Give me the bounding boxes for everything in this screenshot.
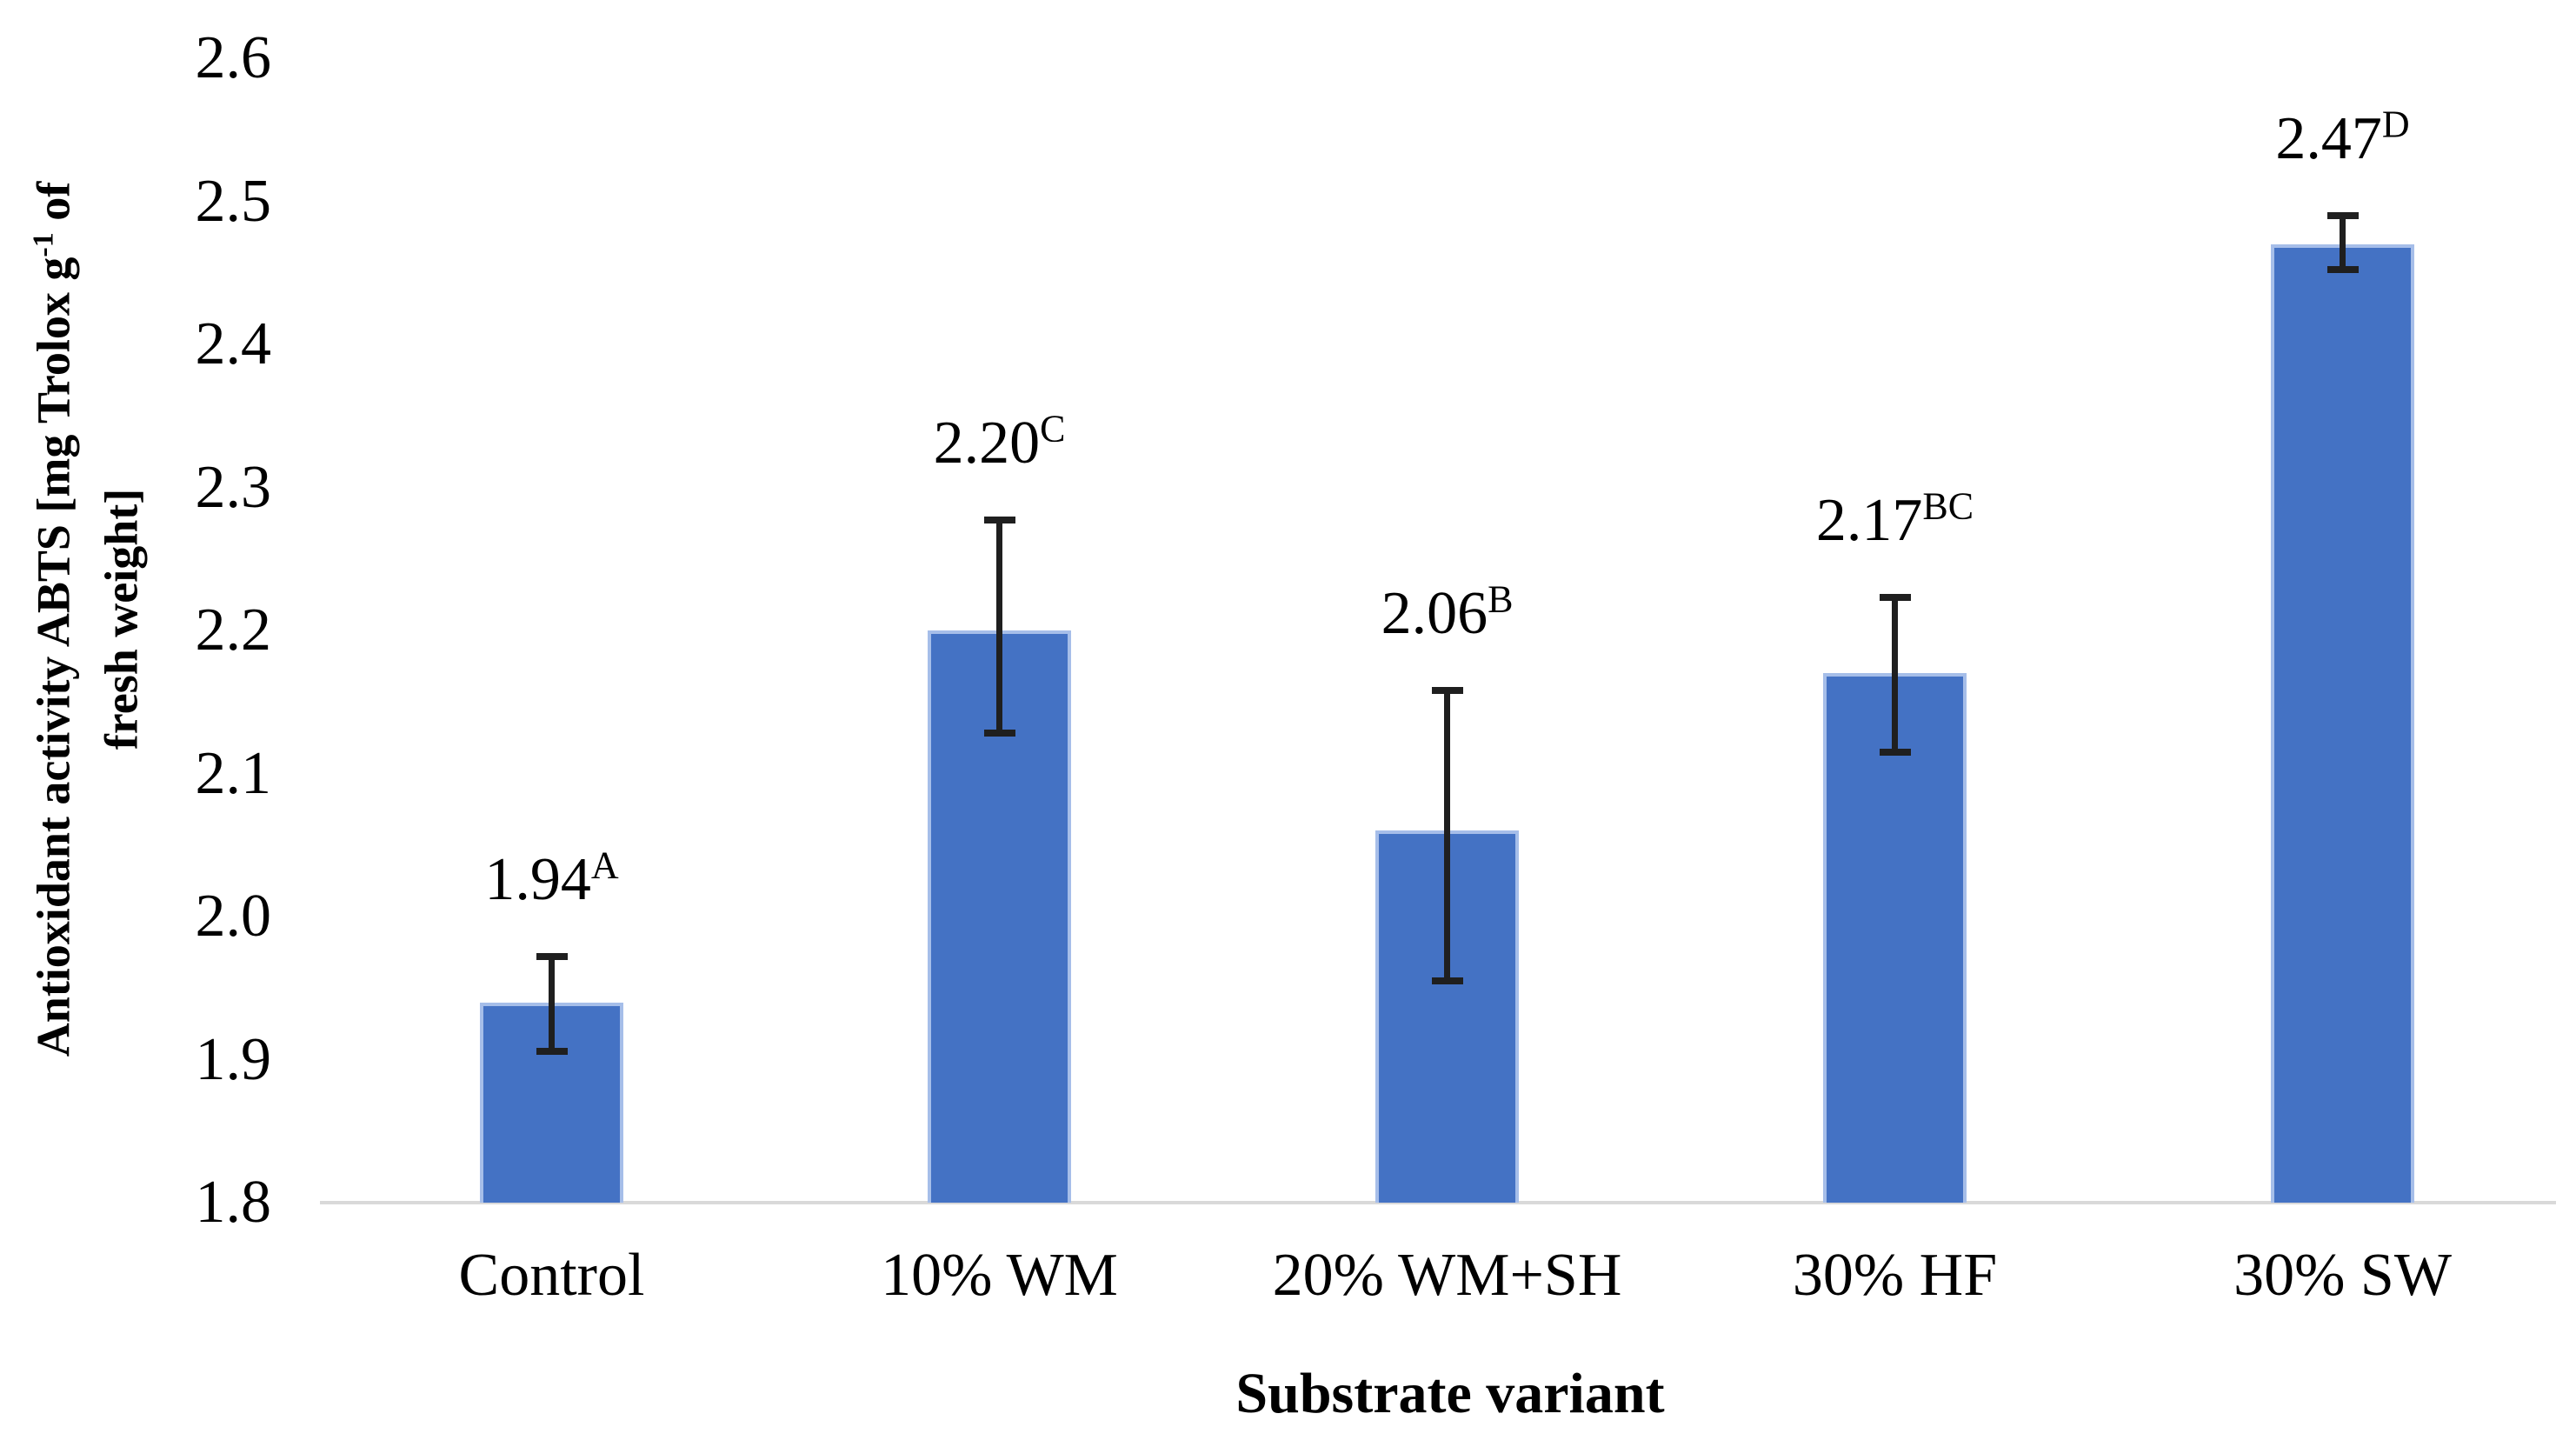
bar-value: 1.94 [484, 846, 591, 914]
x-axis-line [320, 1201, 2556, 1204]
error-bar-cap-top [983, 517, 1015, 524]
error-bar-cap-top [1431, 687, 1463, 695]
significance-letter: A [590, 844, 619, 887]
category-label: 30% SW [2233, 1242, 2452, 1309]
y-tick-label: 2.6 [195, 24, 272, 91]
category-label: 30% HF [1792, 1242, 1998, 1309]
error-bar-cap-top [2326, 211, 2359, 219]
bar-value-label: 2.47D [2275, 103, 2409, 174]
error-bar-cap-bottom [1431, 977, 1463, 985]
error-bar [549, 957, 555, 1051]
y-tick-label: 2.2 [195, 597, 272, 663]
y-tick-label: 2.3 [195, 453, 272, 521]
category-label: 10% WM [881, 1242, 1118, 1309]
y-tick-label: 2.5 [195, 167, 272, 235]
error-bar-cap-bottom [983, 730, 1015, 737]
error-bar-cap-bottom [1879, 748, 1911, 756]
error-bar [1892, 597, 1898, 752]
bar-value: 2.20 [933, 410, 1041, 477]
error-bar-cap-bottom [2326, 266, 2359, 274]
category-label: Control [458, 1242, 645, 1309]
significance-letter: C [1040, 408, 1066, 450]
significance-letter: B [1488, 577, 1514, 621]
bar-value-label: 1.94A [484, 844, 618, 915]
significance-letter: D [2381, 103, 2410, 146]
y-axis-title-line1: Antioxidant activity ABTS [mg Trolox g-1… [27, 181, 80, 1057]
y-tick-label: 2.1 [195, 739, 272, 807]
bar-value-label: 2.06B [1381, 577, 1514, 649]
error-bar-cap-top [536, 953, 568, 961]
error-bar-cap-bottom [536, 1047, 568, 1055]
superscript-minus-one: -1 [27, 232, 60, 257]
bar-value-label: 2.17BC [1816, 484, 1974, 556]
y-tick-label: 2.0 [195, 883, 272, 950]
y-tick-label: 2.4 [195, 310, 272, 377]
bar [2271, 243, 2414, 1203]
category-label: 20% WM+SH [1272, 1242, 1622, 1309]
bar-value-label: 2.20C [934, 407, 1066, 478]
error-bar [1444, 690, 1450, 981]
y-tick-label: 1.8 [195, 1169, 272, 1236]
y-tick-label: 1.9 [195, 1025, 272, 1093]
error-bar [996, 520, 1002, 734]
error-bar-cap-top [1879, 594, 1911, 602]
x-axis-title: Substrate variant [1235, 1362, 1665, 1425]
bar-value: 2.06 [1381, 580, 1488, 648]
bar [1823, 673, 1967, 1203]
bar-value: 2.17 [1815, 487, 1923, 555]
significance-letter: BC [1922, 484, 1974, 528]
error-bar [2340, 215, 2346, 270]
bar-value: 2.47 [2275, 104, 2382, 172]
